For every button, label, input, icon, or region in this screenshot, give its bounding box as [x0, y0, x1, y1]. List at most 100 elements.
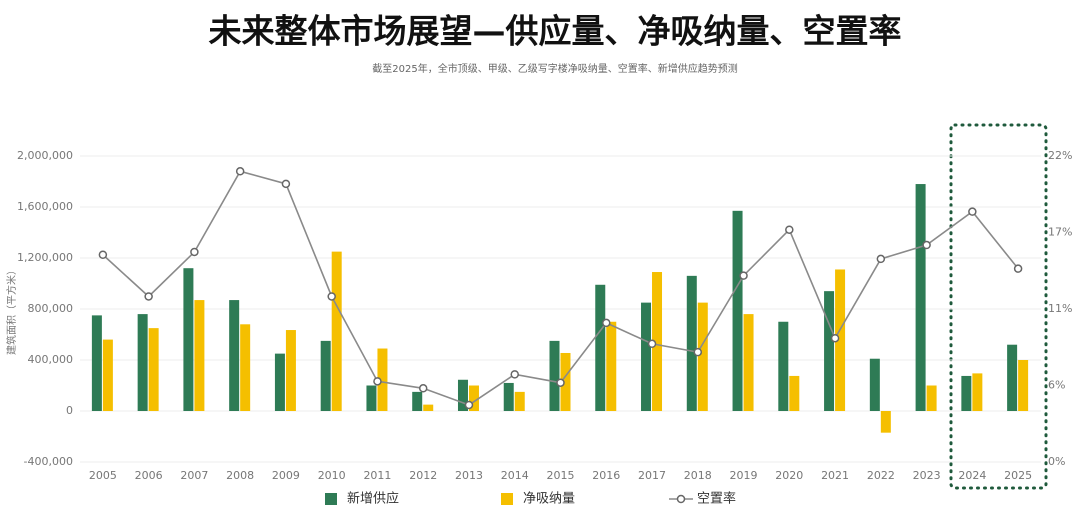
bar	[743, 314, 754, 411]
line-marker	[235, 167, 245, 176]
bar	[926, 385, 937, 411]
line-marker	[647, 339, 657, 349]
legend-swatch	[325, 493, 337, 505]
x-tick-label: 2008	[226, 469, 254, 482]
bar	[915, 184, 926, 411]
x-tick-label: 2023	[913, 469, 941, 482]
y2-tick-label: 6%	[1048, 379, 1065, 392]
bar	[652, 272, 663, 411]
x-tick-label: 2015	[547, 469, 575, 482]
x-tick-label: 2019	[730, 469, 758, 482]
chart-subtitle: 截至2025年，全市顶级、甲级、乙级写字楼净吸纳量、空置率、新增供应趋势预测	[372, 62, 737, 75]
line-marker	[464, 400, 474, 410]
x-tick-label: 2011	[363, 469, 391, 482]
y-axis-label: 建筑面积（平方米）	[5, 265, 18, 355]
x-tick-label: 2017	[638, 469, 666, 482]
bar	[789, 375, 800, 411]
bar	[824, 291, 835, 411]
bar	[240, 324, 251, 411]
y2-tick-label: 11%	[1048, 302, 1072, 315]
line-marker	[830, 333, 840, 343]
x-tick-label: 2020	[775, 469, 803, 482]
highlight-box	[949, 123, 1048, 490]
bar	[560, 352, 571, 411]
legend-label: 净吸纳量	[523, 492, 575, 507]
y-tick-label: 2,000,000	[17, 149, 73, 162]
y2-tick-label: 0%	[1048, 455, 1065, 468]
bar	[229, 300, 240, 411]
bar	[732, 210, 743, 411]
bar	[869, 358, 880, 411]
x-tick-label: 2016	[592, 469, 620, 482]
line-marker	[739, 271, 748, 280]
y-tick-label: 1,200,000	[17, 251, 73, 264]
line-marker	[693, 347, 703, 357]
bar	[686, 275, 697, 411]
bar	[778, 321, 789, 411]
bar	[148, 328, 159, 411]
line-marker	[373, 377, 382, 386]
bar	[595, 284, 606, 411]
line-marker	[922, 240, 931, 250]
bar	[606, 321, 617, 411]
bar	[102, 339, 113, 411]
bar	[880, 411, 891, 433]
line-marker	[602, 318, 611, 328]
line-marker	[556, 378, 565, 387]
bar	[514, 391, 525, 411]
x-tick-label: 2025	[1004, 469, 1032, 482]
bar	[1018, 360, 1029, 411]
bar	[137, 314, 148, 411]
bar	[549, 340, 560, 411]
bar	[468, 385, 479, 411]
x-tick-label: 2012	[409, 469, 437, 482]
x-tick-label: 2010	[318, 469, 346, 482]
chart-title: 未来整体市场展望—供应量、净吸纳量、空置率	[209, 12, 902, 51]
y-tick-label: 800,000	[28, 302, 74, 315]
x-tick-label: 2007	[180, 469, 208, 482]
bar	[503, 382, 514, 411]
bar	[91, 315, 102, 411]
bar	[1007, 344, 1018, 411]
bar	[835, 269, 846, 411]
y-tick-label: 0	[66, 404, 73, 417]
bar	[457, 379, 468, 411]
line-marker	[876, 254, 886, 264]
legend-label: 新增供应	[347, 491, 399, 507]
bar	[377, 348, 388, 411]
y-tick-label: 1,600,000	[17, 200, 73, 213]
line-marker	[98, 250, 108, 260]
bar	[183, 268, 194, 411]
bar	[972, 373, 983, 411]
x-tick-label: 2005	[89, 469, 117, 482]
x-tick-label: 2022	[867, 469, 895, 482]
bar	[961, 375, 972, 411]
bar	[320, 340, 331, 411]
x-tick-label: 2009	[272, 469, 300, 482]
y-tick-label: -400,000	[24, 455, 73, 468]
legend-swatch	[501, 493, 513, 505]
line-marker	[418, 384, 428, 393]
bar	[331, 251, 342, 411]
x-tick-label: 2006	[135, 469, 163, 482]
bar	[697, 302, 708, 411]
bar	[366, 385, 377, 411]
line-marker	[144, 292, 153, 301]
legend-marker	[676, 494, 686, 504]
legend-label: 空置率	[697, 491, 736, 507]
bar	[641, 302, 652, 411]
line-marker	[190, 247, 199, 257]
bar	[194, 300, 205, 411]
x-tick-label: 2021	[821, 469, 849, 482]
y2-tick-label: 22%	[1048, 149, 1072, 162]
x-tick-label: 2018	[684, 469, 712, 482]
x-tick-label: 2013	[455, 469, 483, 482]
bar	[423, 404, 434, 411]
line-marker	[327, 292, 336, 301]
line-marker	[968, 207, 977, 216]
line-marker	[510, 370, 519, 379]
x-tick-label: 2024	[958, 469, 986, 482]
line-marker	[1013, 264, 1023, 273]
line-marker	[281, 179, 291, 189]
